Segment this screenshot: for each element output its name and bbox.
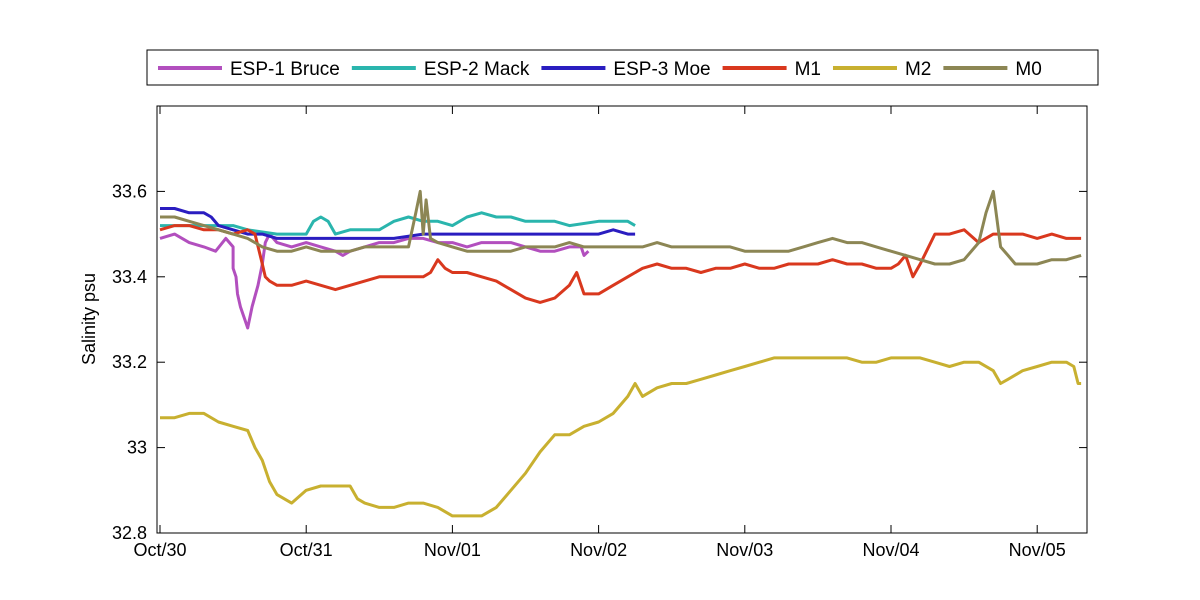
legend: ESP-1 Bruce ESP-2 Mack ESP-3 Moe M1 M2 M0 (146, 49, 1099, 86)
x-tick-label: Oct/30 (133, 540, 186, 560)
legend-box (146, 49, 1099, 86)
x-tick-label: Nov/03 (716, 540, 773, 560)
legend-label: ESP-1 Bruce (230, 59, 340, 80)
x-tick-label: Oct/31 (280, 540, 333, 560)
series-line-m2 (160, 356, 1082, 518)
legend-label: ESP-2 Mack (424, 59, 530, 80)
x-tick-label: Nov/04 (862, 540, 919, 560)
series-line-esp-3-moe (160, 207, 636, 240)
x-tick-label: Nov/02 (570, 540, 627, 560)
legend-label: ESP-3 Moe (613, 59, 710, 80)
x-tick-label: Nov/01 (424, 540, 481, 560)
y-tick-label: 33.6 (112, 181, 147, 201)
legend-label: M2 (905, 59, 931, 80)
y-tick-label: 33.4 (112, 267, 147, 287)
series-line-m0 (160, 189, 1082, 266)
series-line-esp-2-mack (160, 211, 636, 236)
plot-background (157, 106, 1087, 533)
legend-label: M1 (795, 59, 821, 80)
legend-items: ESP-1 Bruce ESP-2 Mack ESP-3 Moe M1 M2 M0 (158, 59, 1042, 80)
legend-label: M0 (1015, 59, 1041, 80)
series-line-esp-1-bruce (159, 232, 590, 330)
series-layer (159, 189, 1082, 518)
y-tick-label: 32.8 (112, 523, 147, 543)
series-line-m1 (159, 224, 1082, 304)
plot-frame (156, 105, 1088, 534)
y-tick-label: 33 (127, 438, 147, 458)
ticks-layer: Oct/30 Oct/31 Nov/01 Nov/02 Nov/03 Nov/04 Nov/… (112, 106, 1087, 560)
x-tick-label: Nov/05 (1009, 540, 1066, 560)
y-tick-label: 33.2 (112, 352, 147, 372)
y-axis-title: Salinity psu (79, 273, 99, 365)
